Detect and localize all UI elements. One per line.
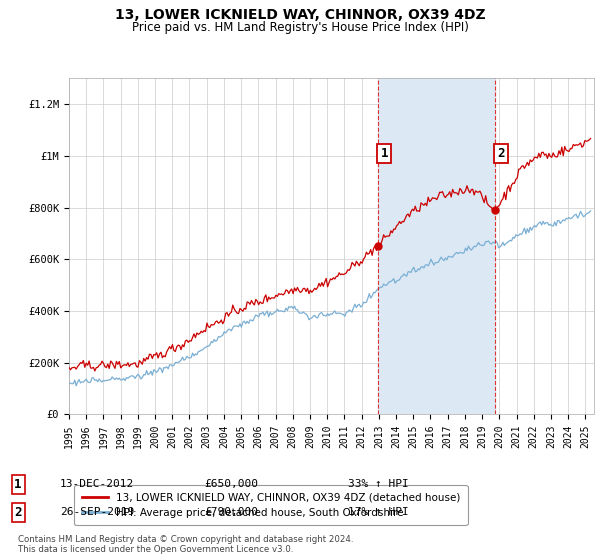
Text: £790,000: £790,000 — [204, 507, 258, 517]
Text: £650,000: £650,000 — [204, 479, 258, 489]
Text: 2: 2 — [14, 506, 22, 519]
Text: 1: 1 — [380, 147, 388, 160]
Text: 17% ↑ HPI: 17% ↑ HPI — [348, 507, 409, 517]
Text: 2: 2 — [497, 147, 505, 160]
Text: 1: 1 — [14, 478, 22, 491]
Bar — [378, 78, 494, 414]
Text: 33% ↑ HPI: 33% ↑ HPI — [348, 479, 409, 489]
Text: Contains HM Land Registry data © Crown copyright and database right 2024.
This d: Contains HM Land Registry data © Crown c… — [18, 535, 353, 554]
Text: 26-SEP-2019: 26-SEP-2019 — [60, 507, 134, 517]
Text: Price paid vs. HM Land Registry's House Price Index (HPI): Price paid vs. HM Land Registry's House … — [131, 21, 469, 34]
Text: 13, LOWER ICKNIELD WAY, CHINNOR, OX39 4DZ: 13, LOWER ICKNIELD WAY, CHINNOR, OX39 4D… — [115, 8, 485, 22]
Legend: 13, LOWER ICKNIELD WAY, CHINNOR, OX39 4DZ (detached house), HPI: Average price, : 13, LOWER ICKNIELD WAY, CHINNOR, OX39 4D… — [74, 485, 467, 525]
Text: 13-DEC-2012: 13-DEC-2012 — [60, 479, 134, 489]
